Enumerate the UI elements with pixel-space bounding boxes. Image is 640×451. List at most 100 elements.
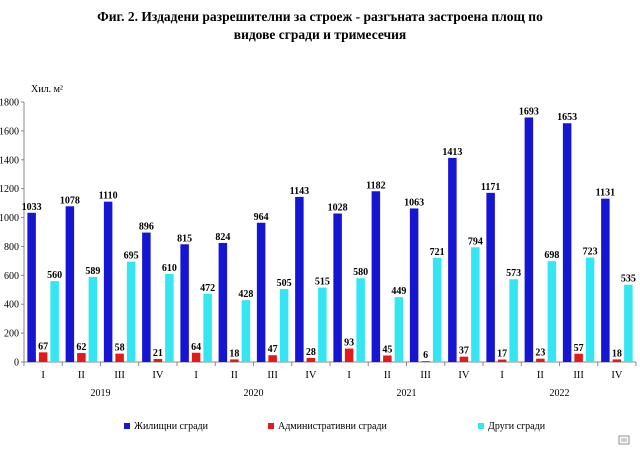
bar-3 — [50, 281, 59, 362]
bar-3 — [88, 276, 98, 362]
data-label: 964 — [254, 212, 269, 223]
bar-2 — [268, 355, 277, 362]
bar-1 — [371, 191, 381, 362]
bar-2 — [497, 359, 507, 362]
data-label: 794 — [468, 236, 483, 247]
bar-3 — [165, 273, 174, 362]
data-label: 93 — [344, 338, 354, 349]
data-label: 18 — [229, 348, 239, 359]
data-label: 1028 — [328, 203, 348, 214]
legend-label: Административни сгради — [278, 421, 388, 432]
x-tick-label: III — [267, 370, 278, 381]
y-tick-label: 1200 — [0, 184, 19, 195]
bar-3 — [509, 279, 518, 362]
legend-swatch — [124, 423, 130, 429]
bar-1 — [218, 242, 228, 362]
data-label: 896 — [139, 222, 154, 233]
bar-1 — [486, 192, 495, 362]
x-tick-label: I — [500, 370, 504, 381]
bar-1 — [180, 244, 189, 362]
data-label: 505 — [277, 278, 292, 289]
bar-3 — [356, 278, 365, 362]
bar-1 — [448, 157, 457, 362]
bar-2 — [536, 358, 545, 362]
x-tick-label: I — [41, 370, 45, 381]
data-label: 1033 — [22, 202, 42, 213]
bar-2 — [344, 348, 354, 362]
data-label: 449 — [391, 286, 406, 297]
x-tick-label: IV — [611, 370, 622, 381]
data-label: 815 — [177, 233, 192, 244]
data-label: 695 — [124, 251, 139, 262]
data-label: 472 — [200, 283, 215, 294]
x-tick-label: IV — [458, 370, 469, 381]
data-label: 824 — [215, 232, 230, 243]
y-tick-label: 1600 — [0, 126, 19, 137]
chart-title-line-1: Фиг. 2. Издадени разрешителни за строеж … — [97, 9, 543, 24]
data-label: 1110 — [99, 191, 118, 202]
legend-swatch — [478, 423, 484, 429]
bar-2 — [459, 356, 469, 362]
data-label: 18 — [612, 348, 622, 359]
bar-1 — [601, 198, 610, 362]
data-label: 723 — [583, 247, 598, 258]
data-label: 62 — [76, 342, 86, 353]
data-label: 1143 — [290, 186, 309, 197]
data-label: 1171 — [481, 182, 500, 193]
data-label: 47 — [268, 344, 278, 355]
bar-2 — [574, 353, 583, 362]
data-label: 535 — [621, 274, 636, 285]
y-axis-unit-label: Хил. м² — [31, 84, 63, 95]
data-label: 560 — [47, 270, 62, 281]
bar-1 — [103, 201, 113, 362]
x-tick-label: IV — [305, 370, 316, 381]
data-label: 58 — [115, 343, 125, 354]
data-label: 1131 — [596, 188, 615, 199]
bar-3 — [126, 261, 136, 362]
x-tick-label: IV — [152, 370, 163, 381]
bar-1 — [27, 212, 36, 362]
plot-area: 0 200 400 600 800 1000 1200 1400 1600 1800 1033 67 5… — [0, 98, 637, 399]
bar-2 — [38, 352, 48, 362]
x-tick-label: III — [114, 370, 125, 381]
bar-2 — [115, 353, 124, 362]
x-tick-label: III — [420, 370, 431, 381]
data-label: 1078 — [60, 195, 80, 206]
bar-1 — [142, 232, 151, 362]
bar-2 — [421, 361, 430, 362]
bar-2 — [306, 357, 316, 362]
data-label: 64 — [191, 342, 201, 353]
data-label: 573 — [506, 268, 521, 279]
x-tick-label: II — [78, 370, 85, 381]
year-label: 2022 — [550, 388, 570, 399]
data-label: 610 — [162, 263, 177, 274]
bar-3 — [585, 257, 595, 362]
bar-3 — [432, 257, 442, 362]
y-tick-label: 600 — [4, 271, 19, 282]
bar-2 — [230, 359, 239, 362]
data-label: 580 — [353, 267, 368, 278]
legend-label: Жилищни сгради — [134, 421, 209, 432]
data-label: 1653 — [557, 112, 577, 123]
bar-3 — [547, 261, 557, 362]
bar-2 — [77, 353, 86, 362]
x-tick-label: III — [573, 370, 584, 381]
data-label: 515 — [315, 277, 330, 288]
legend: Жилищни сгради Административни сгради Друг… — [124, 421, 546, 432]
y-tick-label: 200 — [4, 329, 19, 340]
y-tick-label: 0 — [14, 358, 19, 369]
y-tick-label: 1800 — [0, 98, 19, 109]
year-label: 2019 — [91, 388, 111, 399]
bar-2 — [612, 359, 622, 362]
data-label: 23 — [535, 348, 545, 359]
legend-label: Други сгради — [488, 421, 546, 432]
y-tick-label: 1400 — [0, 155, 19, 166]
data-label: 1693 — [519, 106, 539, 117]
data-label: 721 — [430, 247, 445, 258]
y-tick-label: 400 — [4, 300, 19, 311]
chart-title: Фиг. 2. Издадени разрешителни за строеж … — [0, 8, 640, 44]
bar-3 — [394, 297, 404, 362]
chart-title-line-2: видове сгради и тримесечия — [233, 27, 407, 42]
bar-1 — [562, 123, 572, 362]
